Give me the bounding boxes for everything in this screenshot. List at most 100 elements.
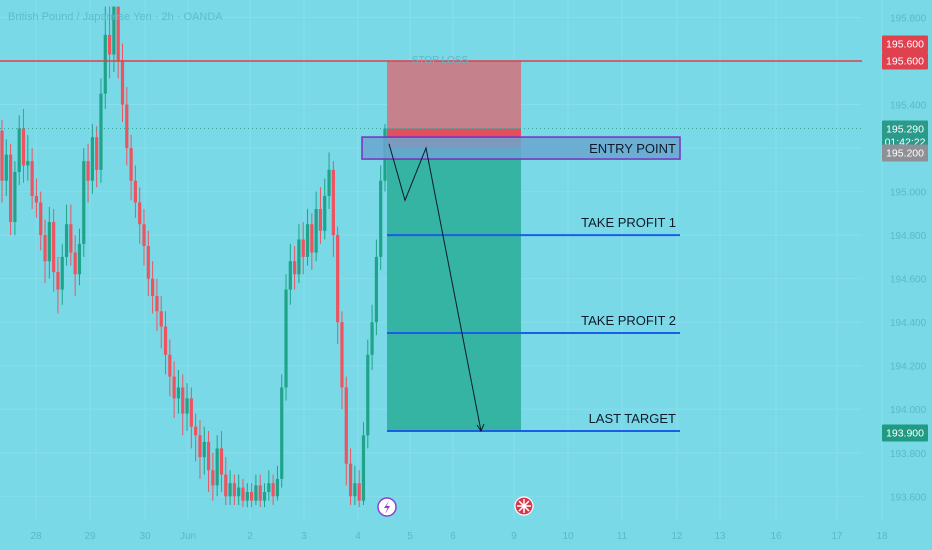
- x-tick-label: 5: [407, 531, 413, 542]
- candle-up: [77, 243, 82, 275]
- candle-up: [245, 491, 249, 501]
- x-tick-label: 28: [30, 531, 42, 542]
- candle-down: [39, 202, 43, 236]
- y-tick-label: 195.400: [890, 101, 927, 112]
- stop-loss-tag[interactable]: [882, 52, 928, 70]
- candle-down: [181, 387, 185, 414]
- candle-up: [60, 256, 64, 290]
- candle-down: [133, 180, 138, 203]
- price-axis[interactable]: 195.800 195.600 195.400 195.200 195.000 194.8…: [882, 13, 928, 503]
- y-tick-label: 195.800: [890, 13, 927, 24]
- candle-down: [258, 485, 262, 501]
- entry-tag-text: 195.200: [886, 148, 924, 160]
- candle-up: [103, 34, 107, 94]
- candle-down: [224, 474, 228, 497]
- x-tick-label: 2: [247, 531, 253, 542]
- candle-down: [56, 272, 60, 290]
- candle-up: [90, 137, 94, 181]
- stop-loss-tag-upper[interactable]: [882, 35, 928, 53]
- candle-up: [17, 128, 21, 172]
- candle-down: [163, 326, 168, 355]
- x-tick-label: 11: [617, 531, 628, 542]
- x-tick-label: 10: [562, 531, 574, 542]
- candle-down: [73, 252, 77, 275]
- event-markers[interactable]: [377, 496, 534, 517]
- candle-down: [271, 483, 275, 497]
- candle-up: [4, 154, 8, 181]
- candle-down: [159, 311, 163, 327]
- y-tick-label: 195.000: [890, 188, 927, 199]
- projection-path: [388, 143, 485, 433]
- candle-up: [284, 289, 288, 388]
- y-tick-label: 194.800: [890, 231, 927, 242]
- x-tick-label: 16: [770, 531, 782, 542]
- current-price-tag[interactable]: [882, 120, 928, 151]
- y-tick-label: 194.200: [890, 362, 927, 373]
- arrow-head: [476, 423, 485, 433]
- candle-down: [142, 224, 146, 246]
- candle-up: [215, 448, 219, 486]
- candle-down: [301, 239, 305, 257]
- candle-up: [288, 261, 292, 290]
- candle-up: [275, 478, 280, 497]
- candle-down: [95, 137, 99, 170]
- last-target-tag[interactable]: [882, 424, 928, 442]
- candle-up: [64, 224, 69, 257]
- stop-loss-tag-upper-text: 195.600: [886, 39, 924, 51]
- y-tick-label: 193.600: [890, 492, 927, 503]
- candle-down: [9, 154, 13, 223]
- candle-down: [116, 6, 120, 62]
- candle-down: [211, 470, 215, 486]
- candle-up: [176, 387, 181, 399]
- candle-down: [189, 398, 193, 427]
- candle-up: [374, 256, 378, 323]
- x-tick-label: 9: [511, 531, 517, 542]
- stop-loss-tag-text: 195.600: [886, 56, 924, 68]
- x-tick-label: 3: [301, 531, 307, 542]
- stop-loss-zone: [387, 61, 521, 129]
- entry-tag[interactable]: [882, 144, 928, 162]
- stop-loss-label: STOP LOSS: [412, 55, 469, 66]
- projection-line: [388, 143, 482, 432]
- candle-down: [310, 224, 314, 253]
- candle-up: [280, 387, 284, 479]
- current-price-tag-text: 195.290: [886, 123, 924, 135]
- candle-up: [47, 222, 51, 262]
- x-tick-label: 29: [84, 531, 96, 542]
- candle-down: [340, 322, 344, 388]
- x-tick-label: 30: [139, 531, 151, 542]
- candle-down: [219, 448, 224, 475]
- candle-down: [198, 435, 202, 458]
- candle-up: [379, 180, 383, 257]
- candle-up: [370, 322, 374, 355]
- entry-point-label: ENTRY POINT: [589, 141, 676, 156]
- candle-down: [293, 261, 297, 275]
- x-tick-label: 13: [714, 531, 726, 542]
- candle-down: [120, 61, 125, 105]
- candle-up: [185, 398, 189, 414]
- y-tick-label: 194.600: [890, 275, 927, 286]
- candle-up: [237, 487, 241, 497]
- risk-reward-zones: [387, 61, 521, 431]
- candle-down: [168, 354, 172, 377]
- candle-down: [241, 487, 245, 501]
- y-tick-label: 193.800: [890, 449, 927, 460]
- candle-up: [267, 483, 271, 492]
- lightning-icon-glyph: [384, 501, 390, 514]
- candle-down: [34, 195, 39, 203]
- candle-down: [206, 441, 211, 471]
- candle-up: [366, 354, 370, 436]
- candle-up: [297, 239, 301, 275]
- candle-down: [357, 483, 361, 501]
- candle-up: [361, 435, 366, 501]
- entry-box: [361, 136, 681, 160]
- last-target-label: LAST TARGET: [589, 411, 676, 426]
- candle-down: [336, 235, 340, 323]
- chart-title: British Pound / Japanese Yen · 2h · OAND…: [8, 11, 223, 23]
- candle-down: [138, 202, 142, 225]
- candle-up: [323, 195, 327, 231]
- take-profit-2-label: TAKE PROFIT 2: [581, 313, 676, 328]
- time-axis[interactable]: 28 29 30 Jun 2 3 4 5 6 9 10 11 12 13 16 17 18: [30, 531, 888, 542]
- candle-down: [172, 376, 176, 399]
